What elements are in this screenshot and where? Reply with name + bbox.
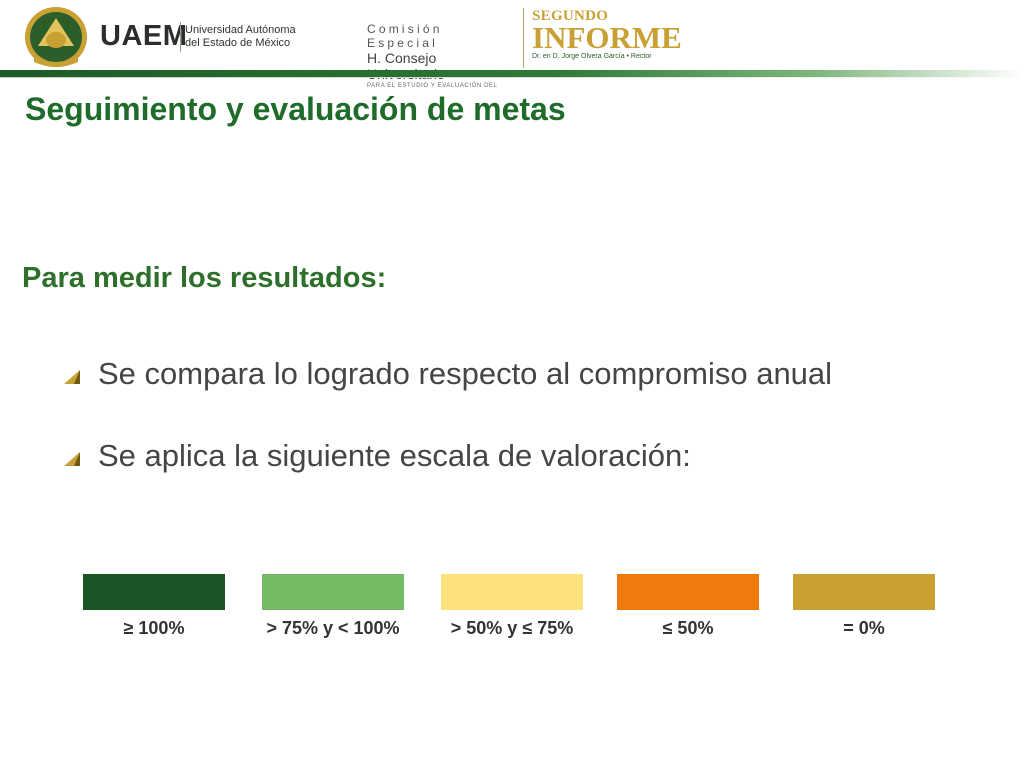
- scale-label-50: ≤ 50%: [662, 618, 714, 638]
- scale-swatch-75-100: [262, 574, 404, 610]
- scale-label-50-75: > 50% y ≤ 75%: [450, 618, 574, 638]
- uaem-seal-icon: [25, 7, 87, 67]
- bullet-item: Se aplica la siguiente escala de valorac…: [62, 434, 832, 478]
- scale-swatch-50: [617, 574, 759, 610]
- report-logo: SEGUNDO INFORME Dr. en D. Jorge Olvera G…: [532, 8, 682, 62]
- scale-label-0: = 0%: [843, 618, 885, 638]
- uaem-divider: [180, 22, 181, 52]
- uaem-name: Universidad Autónoma del Estado de Méxic…: [185, 24, 296, 50]
- report-line1: SEGUNDO: [532, 8, 609, 24]
- slide-header: UAEM Universidad Autónoma del Estado de …: [0, 0, 1024, 89]
- scale-swatch-0: [793, 574, 935, 610]
- triangle-bullet-icon: [64, 452, 80, 466]
- valuation-scale: ≥ 100% > 75% y < 100% > 50% y ≤ 75% ≤ 50…: [0, 574, 1024, 654]
- uaem-acronym: UAEM: [100, 20, 188, 52]
- commission-line1: Comisión Especial: [367, 22, 443, 50]
- report-line3: Dr. en D. Jorge Olvera García • Rector: [532, 53, 652, 60]
- commission-line3: PARA EL ESTUDIO Y EVALUACIÓN DEL: [367, 83, 498, 89]
- header-divider: [523, 8, 524, 68]
- uaem-name-line1: Universidad Autónoma: [185, 24, 296, 36]
- header-green-bar: [0, 70, 1024, 77]
- slide-subtitle: Para medir los resultados:: [22, 262, 387, 294]
- commission-logo: Comisión Especial H. Consejo Universitar…: [367, 22, 517, 91]
- triangle-bullet-icon: [64, 370, 80, 384]
- scale-swatch-50-75: [441, 574, 583, 610]
- scale-swatch-100: [83, 574, 225, 610]
- header-gray-line: [0, 77, 1024, 78]
- bullet-item: Se compara lo logrado respecto al compro…: [62, 352, 832, 396]
- bullet-list: Se compara lo logrado respecto al compro…: [62, 352, 832, 516]
- bullet-text: Se aplica la siguiente escala de valorac…: [98, 438, 691, 473]
- bullet-text: Se compara lo logrado respecto al compro…: [98, 356, 833, 391]
- report-line2: INFORME: [532, 20, 682, 55]
- slide-title: Seguimiento y evaluación de metas: [25, 91, 566, 127]
- scale-label-100: ≥ 100%: [123, 618, 185, 638]
- uaem-name-line2: del Estado de México: [185, 37, 291, 49]
- scale-label-75-100: > 75% y < 100%: [266, 618, 400, 638]
